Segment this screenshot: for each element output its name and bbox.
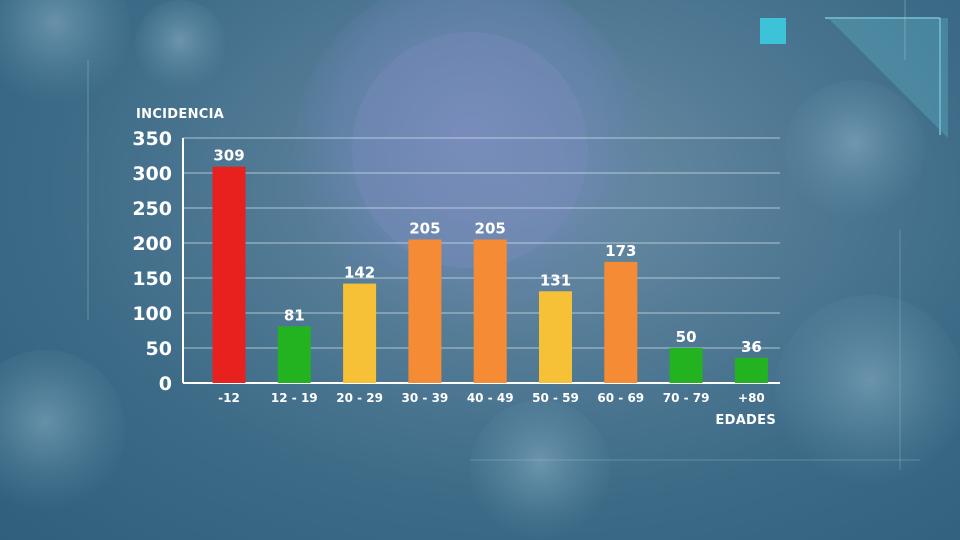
y-axis-title: INCIDENCIA — [136, 107, 224, 122]
bar-value-label: 81 — [284, 306, 305, 324]
corner-square — [760, 18, 786, 44]
y-tick-label: 50 — [146, 338, 172, 360]
x-tick-label: 70 - 79 — [663, 391, 710, 405]
bar — [212, 166, 246, 383]
bar-value-label: 50 — [676, 328, 697, 346]
y-tick-label: 150 — [132, 268, 172, 290]
x-axis-title: EDADES — [715, 413, 776, 428]
bar — [539, 291, 572, 383]
bar-value-label: 36 — [741, 338, 762, 356]
x-tick-label: -12 — [218, 391, 240, 405]
x-axis-labels: -12 12 - 19 20 - 29 30 - 39 40 - 49 50 - 59 60… — [218, 391, 765, 405]
bar-value-label: 173 — [605, 242, 636, 260]
bar — [669, 348, 703, 383]
bar — [604, 261, 638, 383]
bar — [734, 357, 768, 383]
bar — [277, 326, 311, 383]
virus-shape — [470, 400, 610, 540]
virus-shape — [352, 32, 588, 268]
bar-value-label: 205 — [475, 220, 506, 238]
bar-value-label: 309 — [213, 147, 244, 165]
x-tick-label: 50 - 59 — [532, 391, 579, 405]
y-tick-label: 200 — [132, 233, 172, 255]
corner-decoration — [828, 18, 948, 138]
x-tick-label: +80 — [738, 391, 765, 405]
virus-shape — [775, 295, 960, 485]
bar — [408, 239, 442, 383]
bar-value-label: 131 — [540, 271, 571, 289]
bar-value-label: 205 — [409, 220, 440, 238]
y-tick-label: 0 — [159, 373, 172, 395]
x-tick-label: 40 - 49 — [467, 391, 514, 405]
bars — [212, 166, 768, 383]
y-tick-label: 350 — [132, 128, 172, 150]
x-tick-label: 60 - 69 — [597, 391, 644, 405]
y-tick-label: 100 — [132, 303, 172, 325]
bar-value-label: 142 — [344, 264, 375, 282]
virus-shape — [295, 0, 645, 325]
bar — [343, 283, 377, 383]
value-labels: 309 81 142 205 205 131 173 50 36 — [213, 147, 761, 356]
virus-shape — [0, 0, 130, 105]
y-tick-label: 250 — [132, 198, 172, 220]
virus-shape — [0, 350, 125, 510]
y-tick-label: 300 — [132, 163, 172, 185]
x-tick-label: 12 - 19 — [271, 391, 318, 405]
bar — [473, 239, 507, 383]
virus-shape — [785, 80, 925, 220]
x-tick-label: 30 - 39 — [402, 391, 449, 405]
x-tick-label: 20 - 29 — [336, 391, 383, 405]
virus-shape — [135, 0, 225, 90]
y-axis-ticks: 0 50 100 150 200 250 300 350 — [132, 128, 172, 395]
